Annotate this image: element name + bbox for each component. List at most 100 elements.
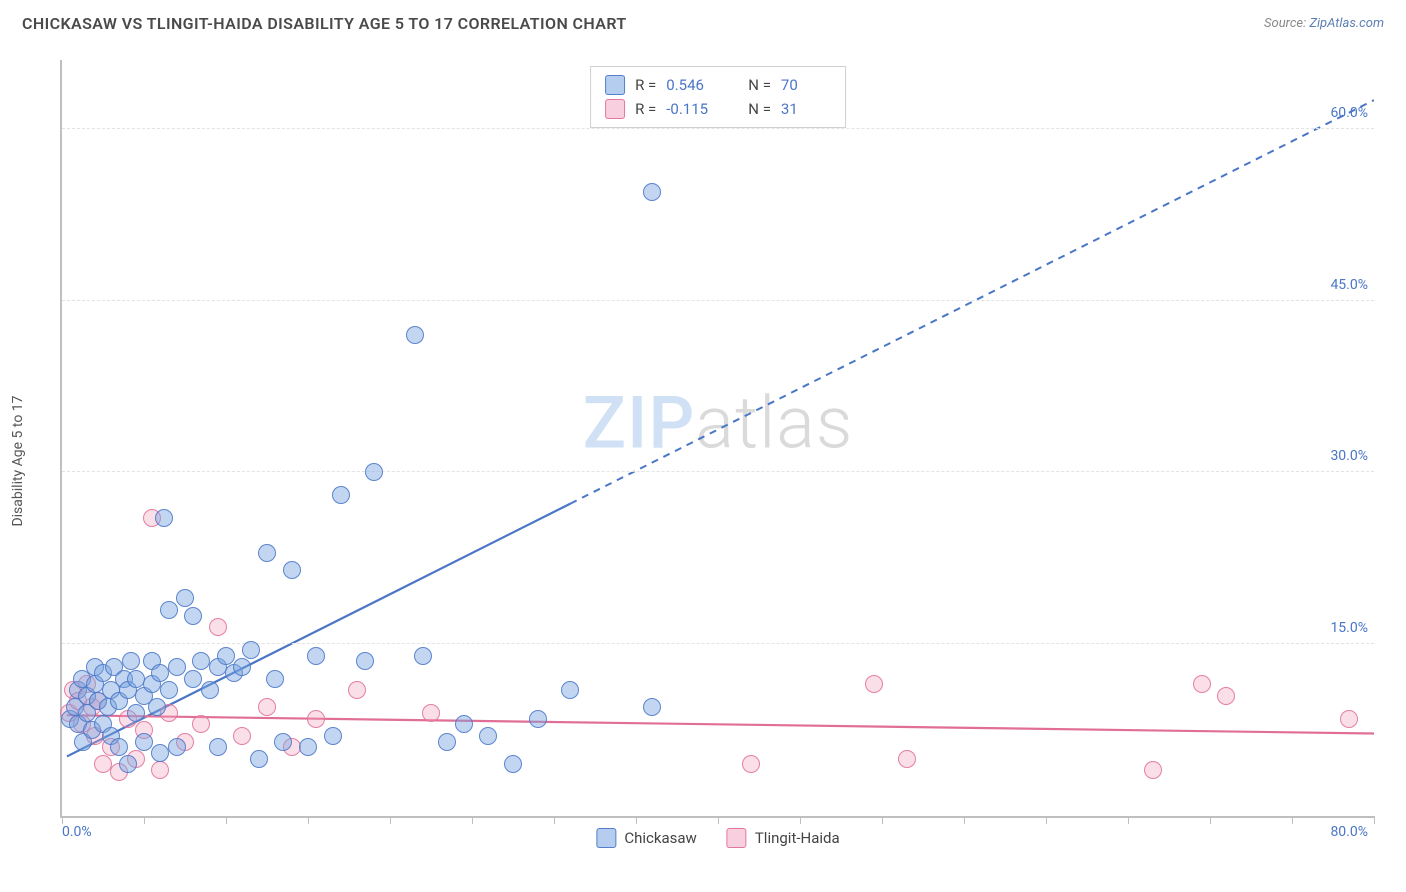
source-attribution: Source: ZipAtlas.com <box>1264 16 1384 31</box>
x-tick <box>226 816 227 824</box>
series-legend-item: Chickasaw <box>596 828 696 848</box>
gridline <box>62 300 1374 301</box>
x-tick <box>1210 816 1211 824</box>
x-tick <box>1046 816 1047 824</box>
data-point <box>307 647 325 665</box>
y-tick-label: 15.0% <box>1330 620 1368 636</box>
legend-row: R = -0.115 N = 31 <box>605 97 831 121</box>
data-point <box>122 652 140 670</box>
data-point <box>479 727 497 745</box>
data-point <box>455 715 473 733</box>
x-tick <box>1128 816 1129 824</box>
gridline <box>62 128 1374 129</box>
data-point <box>643 698 661 716</box>
data-point <box>127 670 145 688</box>
data-point <box>160 601 178 619</box>
data-point <box>529 710 547 728</box>
data-point <box>233 658 251 676</box>
x-tick <box>636 816 637 824</box>
legend-swatch <box>727 828 747 848</box>
plot-region: ZIPatlas R = 0.546 N = 70 R = -0.115 N = 31… <box>60 60 1374 818</box>
data-point <box>422 704 440 722</box>
data-point <box>151 744 169 762</box>
data-point <box>127 704 145 722</box>
x-tick <box>308 816 309 824</box>
data-point <box>217 647 235 665</box>
data-point <box>242 641 260 659</box>
chart-title: CHICKASAW VS TLINGIT-HAIDA DISABILITY AG… <box>22 14 627 33</box>
x-tick <box>554 816 555 824</box>
legend-n-label: N = <box>748 97 771 121</box>
series-legend-item: Tlingit-Haida <box>727 828 840 848</box>
legend-r-label: R = <box>635 97 656 121</box>
y-axis-label: Disability Age 5 to 17 <box>10 395 26 526</box>
series-legend-label: Chickasaw <box>624 829 696 847</box>
data-point <box>348 681 366 699</box>
series-legend-label: Tlingit-Haida <box>755 829 840 847</box>
data-point <box>209 738 227 756</box>
data-point <box>135 733 153 751</box>
data-point <box>94 755 112 773</box>
data-point <box>406 326 424 344</box>
data-point <box>365 463 383 481</box>
data-point <box>324 727 342 745</box>
data-point <box>201 681 219 699</box>
watermark: ZIPatlas <box>583 380 854 465</box>
data-point <box>356 652 374 670</box>
data-point <box>561 681 579 699</box>
legend-swatch <box>605 99 625 119</box>
data-point <box>176 589 194 607</box>
data-point <box>332 486 350 504</box>
data-point <box>119 755 137 773</box>
legend-r-label: R = <box>635 73 656 97</box>
data-point <box>643 183 661 201</box>
y-tick-label: 45.0% <box>1330 277 1368 293</box>
x-tick <box>800 816 801 824</box>
gridline <box>62 471 1374 472</box>
x-tick <box>1374 816 1375 824</box>
x-tick <box>472 816 473 824</box>
data-point <box>168 738 186 756</box>
data-point <box>898 750 916 768</box>
data-point <box>192 715 210 733</box>
series-legend: Chickasaw Tlingit-Haida <box>596 828 839 848</box>
data-point <box>184 670 202 688</box>
y-tick-label: 30.0% <box>1330 448 1368 464</box>
data-point <box>283 561 301 579</box>
data-point <box>233 727 251 745</box>
gridline <box>62 643 1374 644</box>
data-point <box>110 738 128 756</box>
data-point <box>1340 710 1358 728</box>
chart-area: Disability Age 5 to 17 ZIPatlas R = 0.54… <box>22 48 1384 874</box>
legend-swatch <box>596 828 616 848</box>
data-point <box>504 755 522 773</box>
x-tick <box>882 816 883 824</box>
data-point <box>258 544 276 562</box>
legend-n-value: 31 <box>781 97 831 121</box>
x-tick <box>144 816 145 824</box>
correlation-legend: R = 0.546 N = 70 R = -0.115 N = 31 <box>590 66 846 128</box>
data-point <box>1144 761 1162 779</box>
legend-n-value: 70 <box>781 73 831 97</box>
legend-n-label: N = <box>748 73 771 97</box>
data-point <box>742 755 760 773</box>
x-tick <box>718 816 719 824</box>
x-tick <box>964 816 965 824</box>
data-point <box>299 738 317 756</box>
x-tick <box>62 816 63 824</box>
legend-r-value: 0.546 <box>666 73 716 97</box>
legend-swatch <box>605 75 625 95</box>
source-link[interactable]: ZipAtlas.com <box>1309 16 1384 31</box>
x-tick <box>390 816 391 824</box>
data-point <box>307 710 325 728</box>
data-point <box>160 681 178 699</box>
data-point <box>192 652 210 670</box>
data-point <box>438 733 456 751</box>
legend-r-value: -0.115 <box>666 97 716 121</box>
legend-row: R = 0.546 N = 70 <box>605 73 831 97</box>
data-point <box>209 618 227 636</box>
x-tick <box>1292 816 1293 824</box>
x-axis-max-label: 80.0% <box>1330 824 1368 840</box>
data-point <box>274 733 292 751</box>
data-point <box>151 664 169 682</box>
